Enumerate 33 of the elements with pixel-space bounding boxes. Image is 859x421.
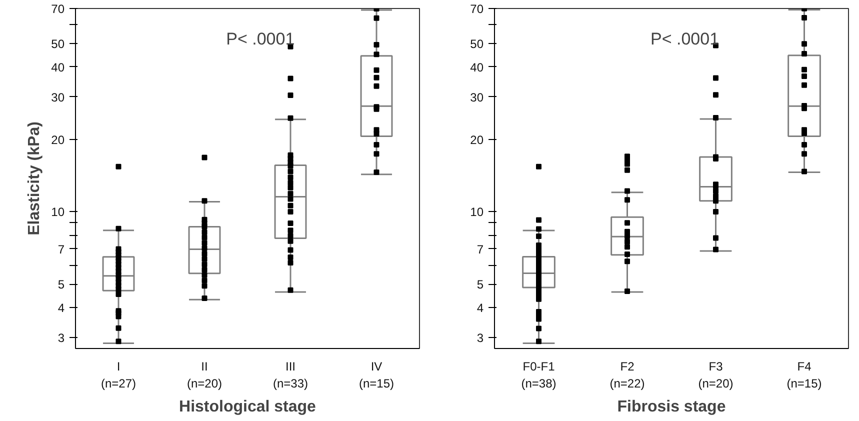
y-tick-label: 10 xyxy=(51,205,65,220)
x-axis-title: Histological stage xyxy=(179,398,316,416)
y-tick-label: 3 xyxy=(58,330,65,345)
annotation: P< .0001 xyxy=(650,30,720,48)
y-tick-label: 50 xyxy=(470,37,484,52)
y-tick-label: 30 xyxy=(51,90,65,104)
y-tick-label: 4 xyxy=(476,300,484,315)
x-tick-label: F0-F1 (n=38) xyxy=(521,360,556,390)
y-tick-label: 7 xyxy=(58,242,65,256)
x-tick-label: I (n=27) xyxy=(100,360,136,390)
y-tick-label: 5 xyxy=(58,278,65,292)
y-tick-label: 70 xyxy=(51,2,65,16)
x-tick-label: F3 (n=20) xyxy=(698,360,734,390)
x-tick-label: II (n=20) xyxy=(186,360,222,390)
y-tick-label: 20 xyxy=(470,132,484,147)
y-tick-label: 30 xyxy=(470,90,484,104)
x-axis-title: Fibrosis stage xyxy=(617,398,726,416)
y-tick-label: 4 xyxy=(58,300,65,315)
x-tick-label: III (n=33) xyxy=(272,360,308,390)
y-tick-label: 50 xyxy=(51,37,65,52)
y-axis-title: Elasticity (kPa) xyxy=(26,122,44,236)
x-tick-label: F2 (n=22) xyxy=(610,360,645,390)
y-tick-label: 40 xyxy=(51,60,65,74)
y-tick-label: 70 xyxy=(470,2,484,16)
x-tick-label: IV (n=15) xyxy=(358,360,394,390)
y-tick-label: 20 xyxy=(51,132,65,147)
x-tick-label: F4 (n=15) xyxy=(786,360,822,390)
y-tick-label: 5 xyxy=(476,278,484,292)
y-tick-label: 10 xyxy=(470,205,484,220)
y-tick-label: 40 xyxy=(470,60,484,74)
y-tick-label: 3 xyxy=(476,330,484,345)
y-tick-label: 7 xyxy=(476,242,484,256)
annotation: P< .0001 xyxy=(226,30,295,48)
